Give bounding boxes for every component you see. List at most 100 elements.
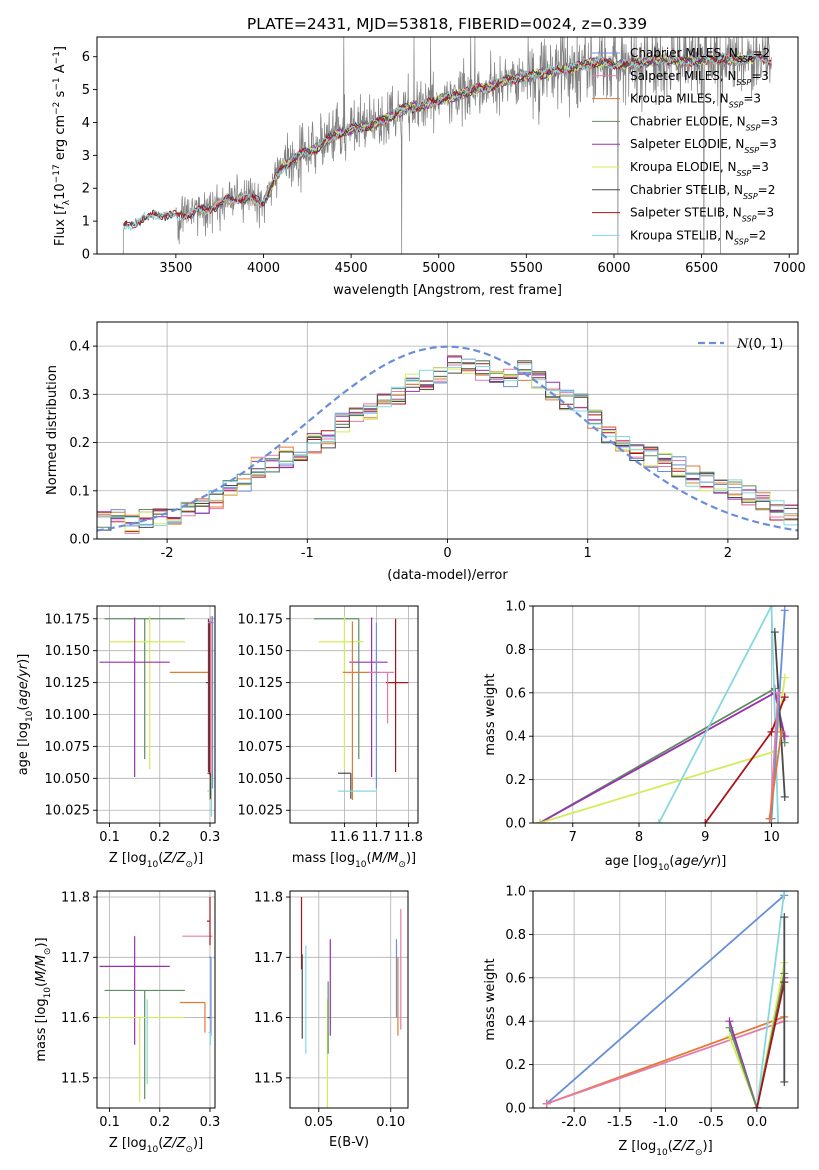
y-tick-label: 10.050: [238, 772, 284, 787]
mass-weight-marker: [701, 819, 710, 823]
y-tick-label: 0.4: [505, 730, 526, 745]
y-tick-label: 10.175: [45, 612, 91, 627]
legend-tail: =2: [749, 228, 767, 242]
mass-weight-marker: [780, 913, 789, 922]
y-tick-label: 0.1: [69, 484, 90, 499]
y-axis-label: age [log10(age/yr)]: [16, 654, 35, 776]
x-tick-label: 6000: [597, 261, 630, 276]
legend-sub: SSP: [737, 77, 752, 86]
legend-text: Salpeter STELIB, N: [630, 206, 742, 220]
label-part: ⊙: [185, 1145, 193, 1155]
y-tick-label: 5: [82, 83, 90, 98]
x-tick-label: 6500: [685, 261, 718, 276]
y-tick-label: 0.2: [69, 436, 90, 451]
mass-weight-line: [756, 891, 786, 1108]
label-part: M/M: [34, 955, 49, 982]
label-part: λ: [62, 199, 72, 205]
y-tick-label: 0.6: [505, 686, 526, 701]
mass-weight-marker: [780, 673, 789, 682]
age_vs_mass-frame-group: 11.6 11.7 11.8 10.025 10.050 10.075 10.100 10.1…: [238, 605, 423, 845]
label-part: (: [158, 851, 163, 866]
x-tick-label: -2: [161, 546, 174, 561]
label-part: )]: [703, 1139, 713, 1154]
label-part: ⊙: [185, 860, 193, 870]
y-tick-label: 2: [82, 182, 90, 197]
label-part: −1: [52, 51, 62, 64]
y-axis-label: Normed distribution: [45, 365, 60, 495]
x-axis-label: age [log10(age/yr)]: [605, 854, 727, 873]
label-part: age [log: [16, 722, 31, 775]
label-part: (: [367, 851, 372, 866]
legend-text: Kroupa ELODIE, N: [630, 160, 737, 174]
label-part: 10: [658, 863, 670, 873]
mass-weight-marker: [654, 819, 663, 823]
legend-entry: Chabrier MILES, NSSP=2: [630, 46, 770, 64]
x-axis-label: E(B-V): [329, 1135, 369, 1150]
label-part: )]: [193, 851, 203, 866]
x-tick-label: 11.8: [394, 830, 423, 845]
label-part: −2: [52, 102, 62, 115]
y-tick-label: 11.5: [254, 1071, 283, 1086]
legend-tail: =3: [756, 206, 774, 220]
y-tick-label: 10.100: [45, 708, 91, 723]
mass-weight-marker: [780, 891, 789, 895]
legend-sub: SSP: [738, 55, 753, 64]
label-part: )]: [406, 851, 416, 866]
legend-text: Kroupa STELIB, N: [630, 228, 734, 242]
y-axis-label: mass weight: [483, 673, 498, 755]
y-tick-label: 0.4: [505, 1015, 526, 1030]
y-tick-label: 10.150: [45, 644, 91, 659]
mass-weight-marker: [542, 1099, 551, 1108]
label-part: ⊙: [695, 1148, 703, 1158]
mass-weight-marker: [780, 1077, 789, 1086]
mass-weight-line: [773, 631, 786, 798]
label-part: ⊙: [398, 860, 406, 870]
age_vs_mass-axes: 11.6 11.7 11.8 10.025 10.050 10.075 10.100 10.1…: [238, 605, 423, 870]
mass-weight-line: [768, 731, 783, 819]
label-part: 10: [53, 183, 68, 200]
mass-weight-marker: [770, 628, 779, 637]
axes-frame: [532, 890, 799, 1109]
x-axis-label: (data-model)/error: [387, 568, 508, 583]
observed-spectrum: [122, 37, 772, 254]
mass_vs_Z-frame-group: 0.1 0.2 0.3 11.5 11.6 11.7 11.8: [61, 890, 220, 1130]
axes-frame: [289, 890, 409, 1109]
y-tick-label: 0.8: [505, 928, 526, 943]
x-tick-label: 0.1: [99, 830, 120, 845]
figure-title: PLATE=2431, MJD=53818, FIBERID=0024, z=0…: [247, 15, 647, 33]
spectrum-axes: 3500 4000 4500 5000 5500 6000 6500 7000 0 1 2 3 4 5 6 C…: [52, 36, 806, 298]
mass-weight-marker: [780, 732, 789, 741]
mass-weight-marker: [774, 819, 783, 823]
age_vs_Z-plot-area: [99, 616, 214, 817]
legend-sub: SSP: [729, 100, 744, 109]
axes-frame: [96, 605, 216, 824]
y-tick-label: 10.050: [45, 772, 91, 787]
label-part: )]: [34, 937, 49, 947]
x-axis-label: wavelength [Angstrom, rest frame]: [333, 283, 562, 298]
x-tick-label: 11.7: [362, 830, 391, 845]
x-tick-label: -0.5: [699, 1115, 724, 1130]
legend-entry: Salpeter MILES, NSSP=3: [630, 69, 769, 87]
mass-weight-marker: [765, 814, 774, 823]
legend-tail: =3: [760, 114, 778, 128]
axes-frame: [96, 321, 799, 540]
x-tick-label: 0: [443, 546, 451, 561]
x-tick-label: 0.1: [99, 1115, 120, 1130]
x-tick-label: 4500: [335, 261, 368, 276]
legend-tail: =3: [751, 160, 769, 174]
y-tick-label: 11.5: [61, 1071, 90, 1086]
y-tick-label: 0: [82, 248, 90, 263]
mass_vs_ebv-axes: 0.05 0.10 11.5 11.6 11.7 11.8 E(B-V): [254, 890, 409, 1150]
mass_weight_vs_age-frame-group: 7 8 9 10 0.0 0.2 0.4 0.6 0.8 1.0: [505, 600, 799, 845]
y-tick-label: 11.6: [61, 1011, 90, 1026]
label-part: −17: [52, 164, 62, 183]
mass-weight-marker: [767, 606, 776, 610]
label-part: ⊙: [43, 948, 53, 956]
label-part: 10: [43, 987, 53, 999]
y-tick-label: 10.025: [45, 804, 91, 819]
y-tick-label: 0.8: [505, 643, 526, 658]
label-part: age/yr: [16, 662, 31, 705]
mass-weight-marker: [752, 1104, 761, 1108]
y-tick-label: 1.0: [505, 885, 526, 900]
x-tick-label: -1.5: [607, 1115, 632, 1130]
